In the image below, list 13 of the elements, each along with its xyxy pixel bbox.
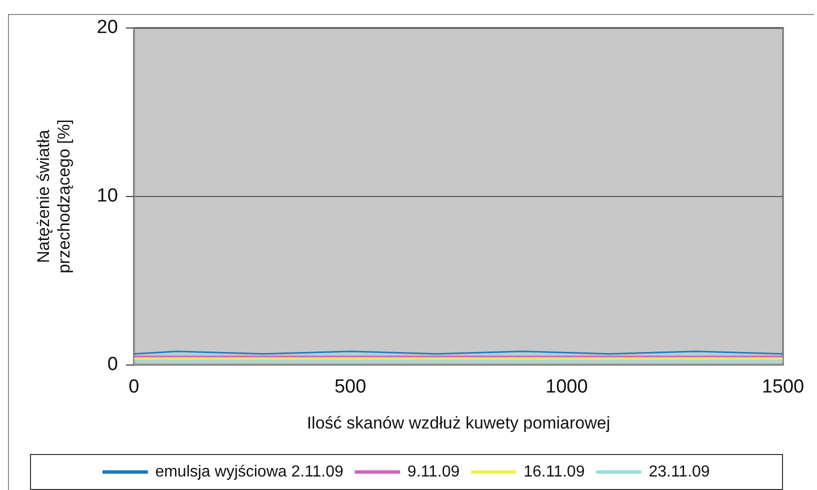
legend-label: 16.11.09 (524, 463, 585, 480)
x-tick-label: 0 (128, 376, 140, 398)
x-tick-label: 500 (334, 376, 366, 398)
x-tick-label: 1500 (762, 376, 804, 398)
x-tick-label: 1000 (546, 376, 588, 398)
x-axis-title: Ilość skanów wzdłuż kuwety pomiarowej (306, 413, 610, 432)
legend-label: 23.11.09 (648, 463, 710, 480)
y-tick-label: 10 (96, 186, 118, 207)
y-tick-label: 20 (96, 17, 118, 38)
legend-label: 9.11.09 (407, 463, 460, 480)
y-tick-label: 0 (107, 354, 118, 376)
legend-label: emulsja wyjściowa 2.11.09 (155, 463, 344, 480)
y-axis-title: Natężenie światła przechodzącego [%] (34, 119, 74, 274)
